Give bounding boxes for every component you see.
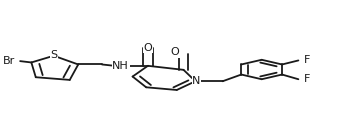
Text: S: S <box>50 50 57 60</box>
Text: Br: Br <box>3 56 15 66</box>
Text: NH: NH <box>112 61 129 71</box>
Text: N: N <box>192 76 201 86</box>
Text: F: F <box>303 74 310 84</box>
Text: O: O <box>171 47 180 57</box>
Text: F: F <box>303 55 310 65</box>
Text: O: O <box>143 43 152 53</box>
